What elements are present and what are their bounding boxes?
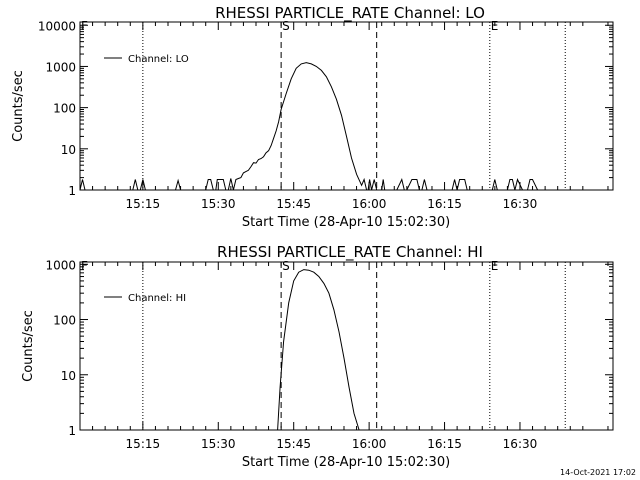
panel-hi: RHESSI PARTICLE_RATE Channel: HI 1101001…	[21, 243, 614, 470]
panel-hi-marker-label: S	[282, 259, 290, 273]
panel-lo-ytick-label: 10	[61, 143, 76, 157]
panel-hi-xtick-label: 16:00	[352, 437, 387, 451]
panel-hi-xtick-label: 15:45	[276, 437, 311, 451]
panel-lo-ytick-label: 1000	[45, 60, 76, 74]
panel-hi-plot-area: 1 10 100 1000 15:15 15:30 15:45 16:00 16:15 16:30…	[45, 258, 613, 451]
panel-hi-series-line	[277, 269, 360, 431]
panel-lo-xtick-label: 15:15	[126, 197, 161, 211]
panel-hi-ytick-label: 10	[61, 369, 76, 383]
panel-lo-xtick-label: 16:15	[427, 197, 462, 211]
panel-hi-title: RHESSI PARTICLE_RATE Channel: HI	[217, 243, 483, 262]
panel-hi-ylabel: Counts/sec	[21, 310, 36, 382]
panel-hi-legend-label: Channel: HI	[128, 293, 186, 304]
panel-hi-marker-label: E	[491, 259, 499, 273]
panel-hi-xtick-label: 15:15	[126, 437, 161, 451]
panel-lo-xlabel: Start Time (28-Apr-10 15:02:30)	[242, 215, 450, 230]
panel-lo-title: RHESSI PARTICLE_RATE Channel: LO	[215, 4, 485, 23]
panel-lo-frame	[79, 21, 614, 191]
panel-hi-xtick-label: 16:15	[427, 437, 462, 451]
panel-lo-xtick-label: 15:45	[276, 197, 311, 211]
panel-lo-xtick-label: 15:30	[201, 197, 236, 211]
panel-lo-series-line	[79, 62, 613, 191]
footer-timestamp: 14-Oct-2021 17:02	[560, 468, 636, 477]
panel-hi-marker-label: F	[81, 259, 88, 273]
panel-hi-xlabel: Start Time (28-Apr-10 15:02:30)	[242, 455, 450, 470]
panel-lo-marker-label: F	[81, 19, 88, 33]
panel-lo-xtick-label: 16:30	[503, 197, 538, 211]
panel-hi-frame	[79, 261, 614, 431]
panel-hi-ytick-label: 100	[53, 314, 76, 328]
panel-lo-ytick-label: 100	[53, 102, 76, 116]
panel-hi-xtick-label: 15:30	[201, 437, 236, 451]
panel-lo-xtick-label: 16:00	[352, 197, 387, 211]
panel-hi-ytick-label: 1	[68, 424, 76, 438]
panel-lo-ytick-label: 10000	[38, 19, 76, 33]
panel-lo: RHESSI PARTICLE_RATE Channel: LO 1101001…	[11, 4, 614, 230]
panel-lo-legend-label: Channel: LO	[128, 54, 189, 65]
panel-lo-plot-area: 1 10 100 1000 10000 15:15 15:30 15:45 16:00 16:15…	[38, 19, 613, 211]
panel-lo-marker-label: S	[282, 19, 290, 33]
panel-lo-marker-label: E	[491, 19, 499, 33]
panel-hi-xtick-label: 16:30	[503, 437, 538, 451]
panel-hi-ytick-label: 1000	[45, 258, 76, 272]
panel-lo-ylabel: Counts/sec	[11, 70, 26, 142]
panel-lo-ytick-label: 1	[68, 184, 76, 198]
